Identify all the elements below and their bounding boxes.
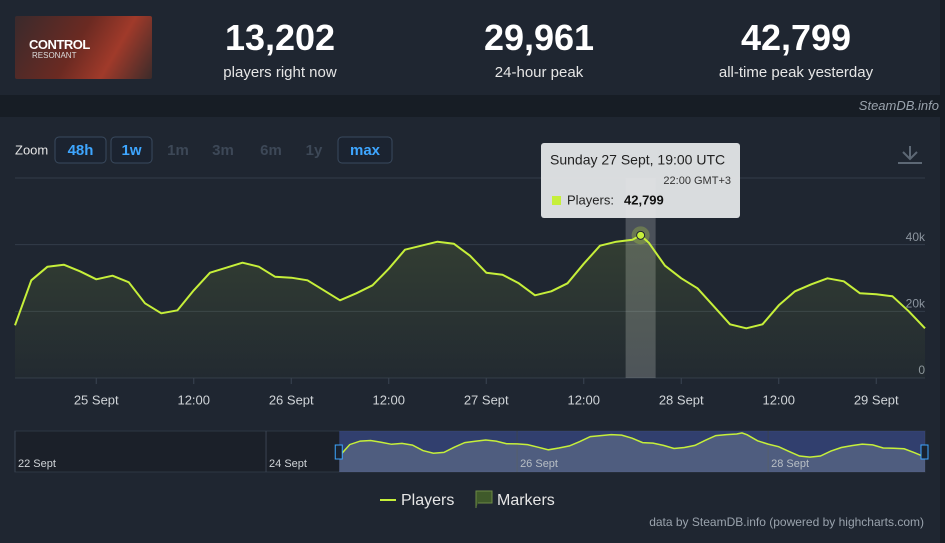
tooltip-label: Players:	[567, 192, 614, 207]
zoom-button-label[interactable]: 1y	[306, 142, 323, 159]
x-tick-label: 12:00	[762, 392, 795, 407]
site-name[interactable]: SteamDB.info	[858, 98, 939, 113]
legend-label[interactable]: Markers	[497, 492, 555, 509]
tooltip: Sunday 27 Sept, 19:00 UTC 22:00 GMT+3 Play…	[541, 143, 740, 218]
stat-label: all-time peak yesterday	[718, 64, 874, 81]
stat-label: players right now	[223, 64, 337, 81]
navigator-area	[339, 432, 925, 472]
navigator-handle[interactable]	[334, 444, 343, 460]
stat-label: 24-hour peak	[494, 64, 584, 81]
navigator-line	[338, 432, 926, 458]
x-tick-label: 29 Sept	[854, 392, 899, 407]
zoom-button-label[interactable]: 1m	[167, 142, 189, 159]
y-tick-label: 20k	[906, 297, 926, 311]
zoom-button-label[interactable]: 48h	[68, 142, 94, 159]
art-subtitle: RESONANT	[32, 51, 77, 60]
zoom-button-label[interactable]: 6m	[260, 142, 282, 159]
stat-value: 42,799	[740, 17, 852, 58]
zoom-label: Zoom	[15, 142, 48, 157]
navigator-handle[interactable]	[920, 444, 929, 460]
zoom-button[interactable]	[54, 136, 107, 164]
x-tick-label: 26 Sept	[269, 392, 314, 407]
stat-value: 29,961	[483, 17, 595, 58]
stat-value: 13,202	[224, 17, 336, 58]
credit[interactable]: data by SteamDB.info (powered by highcha…	[649, 515, 924, 529]
tooltip-value: 42,799	[624, 192, 664, 207]
x-tick-label: 25 Sept	[74, 392, 119, 407]
zoom-button-label[interactable]: max	[350, 142, 381, 159]
tooltip-title: Sunday 27 Sept, 19:00 UTC	[550, 152, 725, 168]
x-tick-label: 28 Sept	[659, 392, 704, 407]
navigator-tick-label: 22 Sept	[18, 458, 56, 470]
x-tick-label: 12:00	[177, 392, 210, 407]
x-tick-label: 12:00	[567, 392, 600, 407]
legend-flag	[475, 490, 493, 508]
zoom-button[interactable]	[337, 136, 393, 164]
zoom-button-label[interactable]: 1w	[121, 142, 141, 159]
stat: 13,202 players right now	[150, 17, 410, 82]
tooltip-swatch	[552, 196, 561, 205]
navigator-tick-label: 24 Sept	[269, 458, 307, 470]
series-line	[14, 234, 926, 330]
download-icon[interactable]	[898, 146, 922, 164]
legend-label[interactable]: Players	[401, 492, 454, 509]
x-tick-label: 27 Sept	[464, 392, 509, 407]
hover-point	[636, 230, 646, 240]
tooltip-subtitle: 22:00 GMT+3	[663, 175, 731, 187]
header: CONTROL RESONANT 13,202 players right no…	[0, 0, 940, 95]
y-tick-label: 40k	[906, 230, 926, 244]
zoom-button[interactable]	[110, 136, 153, 164]
tooltip-box	[541, 143, 740, 218]
navigator-tick-label: 28 Sept	[771, 458, 809, 470]
game-art[interactable]: CONTROL RESONANT	[15, 16, 152, 79]
series-area	[15, 235, 925, 378]
x-tick-label: 12:00	[372, 392, 405, 407]
zoom-button-label[interactable]: 3m	[212, 142, 234, 159]
navigator-tick-label: 26 Sept	[520, 458, 558, 470]
stat: 42,799 all-time peak yesterday	[666, 17, 926, 82]
art-title: CONTROL	[29, 37, 90, 52]
stat: 29,961 24-hour peak	[409, 17, 669, 82]
